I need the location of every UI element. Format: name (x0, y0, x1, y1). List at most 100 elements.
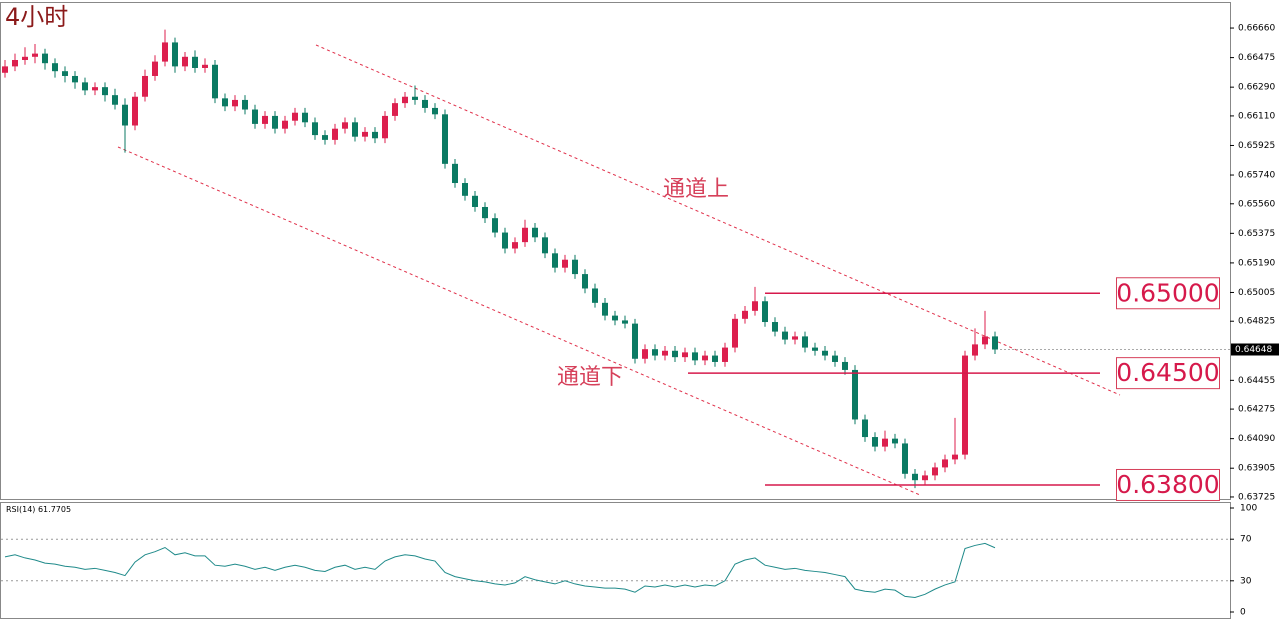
candle-body (322, 135, 328, 140)
y-tick-label: 0.64275 (1238, 405, 1275, 415)
candle-body (282, 120, 288, 129)
candle-body (912, 473, 918, 481)
candle-body (162, 42, 168, 62)
candle-body (342, 122, 348, 129)
candle-body (132, 96, 138, 126)
candle-body (892, 438, 898, 444)
candle-body (52, 63, 58, 72)
candle-body (232, 99, 238, 107)
candle-body (722, 347, 728, 362)
annotation: 通道下 (557, 365, 623, 390)
channel-lower (117, 146, 921, 496)
rsi-line (4, 542, 996, 598)
candle-body (842, 361, 848, 370)
candle-body (932, 467, 938, 476)
candle-body (512, 242, 518, 249)
candle-body (562, 259, 568, 268)
y-tick-label: 0.66110 (1238, 111, 1275, 121)
y-tick-label: 0.65740 (1238, 171, 1275, 181)
candle-body (832, 355, 838, 362)
channel-upper (315, 44, 1121, 396)
candle-body (292, 112, 298, 121)
candle-body (712, 355, 718, 362)
candle-body (702, 355, 708, 361)
candle-body (212, 64, 218, 99)
candle-body (82, 82, 88, 91)
y-tick-label: 0.64090 (1238, 434, 1275, 444)
candle-body (2, 66, 8, 73)
candle-body (532, 227, 538, 238)
candle-body (922, 475, 928, 481)
candle-body (252, 109, 258, 124)
candle-body (542, 237, 548, 254)
y-tick-label: 0.66475 (1238, 53, 1275, 63)
candle-body (462, 183, 468, 196)
rsi-tick-label: 0 (1240, 608, 1246, 618)
candle-body (692, 352, 698, 361)
candle-body (122, 104, 128, 126)
candle-body (492, 218, 498, 233)
candle-body (442, 114, 448, 164)
candle-body (92, 87, 98, 91)
y-tick-label: 0.65560 (1238, 199, 1275, 209)
candle-body (592, 288, 598, 303)
candle-body (452, 163, 458, 184)
candle-body (612, 315, 618, 321)
candle-body (62, 71, 68, 76)
candle-body (822, 350, 828, 356)
candle-body (792, 336, 798, 340)
y-tick-label: 0.65375 (1238, 229, 1275, 239)
last-price-box (1231, 343, 1279, 356)
y-tick-label: 0.65925 (1238, 141, 1275, 151)
y-tick-label: 0.64825 (1238, 317, 1275, 327)
rsi-name: RSI(14) (6, 505, 35, 514)
candle-body (952, 454, 958, 460)
candle-body (372, 131, 378, 139)
candle-body (182, 56, 188, 67)
candle-body (392, 103, 398, 116)
candle-body (412, 96, 418, 100)
rsi-pane (0, 502, 1231, 619)
candle-body (112, 95, 118, 105)
level-label: 0.63800 (1116, 470, 1219, 499)
candle-body (662, 350, 668, 356)
candle-body (402, 96, 408, 104)
candle-body (152, 61, 158, 76)
candle-body (522, 227, 528, 243)
candle-body (652, 349, 658, 356)
y-tick-label: 0.65005 (1238, 288, 1275, 298)
candle-body (552, 253, 558, 268)
candle-body (602, 302, 608, 316)
y-tick-label: 0.65190 (1238, 258, 1275, 268)
candle-body (852, 369, 858, 420)
candle-body (672, 350, 678, 358)
candle-body (222, 98, 228, 107)
candle-body (732, 318, 738, 348)
candle-body (362, 131, 368, 137)
candle-body (102, 87, 108, 96)
level-label: 0.64500 (1116, 358, 1219, 387)
candle-body (202, 64, 208, 68)
candle-body (142, 75, 148, 97)
annotation: 通道上 (663, 177, 729, 202)
candle-body (272, 115, 278, 129)
candle-body (802, 336, 808, 348)
chart-title: 4小时 (5, 3, 68, 31)
rsi-tick-label: 30 (1240, 576, 1252, 586)
rsi-label: RSI(14) 61.7705 (6, 505, 71, 514)
candle-body (302, 112, 308, 123)
rsi-last: 61.7705 (38, 505, 71, 514)
candle-body (642, 349, 648, 359)
level-box (1116, 468, 1220, 501)
candle-body (382, 115, 388, 139)
rsi-tick-label: 70 (1240, 535, 1252, 545)
candle-body (312, 122, 318, 136)
candle-body (742, 310, 748, 319)
candle-body (12, 59, 18, 67)
candle-body (32, 53, 38, 57)
level-label: 0.65000 (1116, 278, 1219, 307)
y-tick-label: 0.63905 (1238, 464, 1275, 474)
candle-body (632, 323, 638, 359)
candle-body (352, 122, 358, 137)
